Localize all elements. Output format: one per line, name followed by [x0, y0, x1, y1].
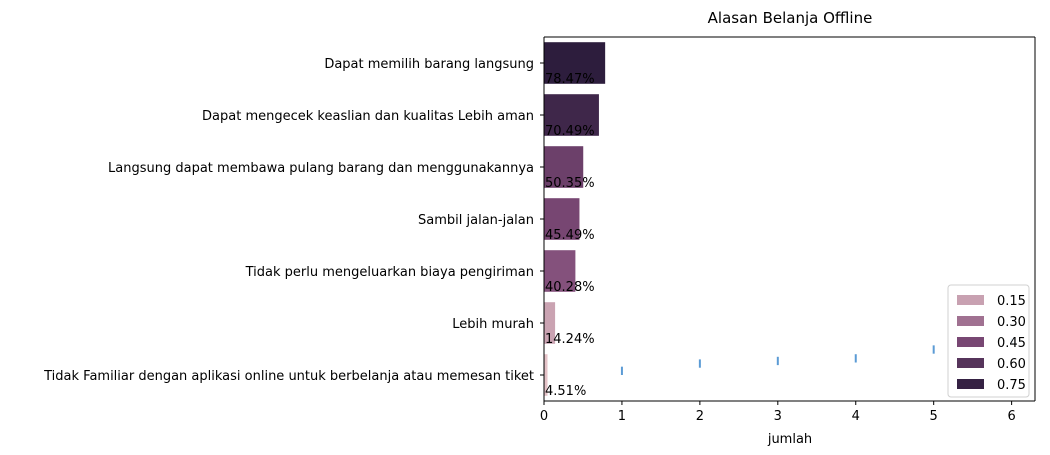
x-tick-label: 1 [618, 409, 626, 424]
y-tick-label: Sambil jalan-jalan [418, 213, 534, 228]
x-tick-label: 5 [930, 409, 938, 424]
data-label: 4.51% [545, 384, 586, 399]
y-tick-label: Langsung dapat membawa pulang barang dan… [108, 161, 534, 176]
x-tick-label: 4 [852, 409, 860, 424]
y-tick-label: Tidak Familiar dengan aplikasi online un… [43, 369, 534, 384]
y-tick-label: Dapat mengecek keaslian dan kualitas Leb… [202, 109, 534, 124]
bar [544, 302, 556, 344]
legend-frame [947, 284, 1030, 398]
legend-swatch [957, 316, 984, 326]
bar [544, 354, 548, 396]
legend-label: 0.60 [997, 357, 1026, 372]
y-tick-label: Dapat memilih barang langsung [324, 57, 534, 72]
x-tick-label: 0 [540, 409, 548, 424]
legend: 0.15 0.30 0.45 0.60 0.75 [947, 284, 1030, 398]
legend-swatch [957, 337, 984, 347]
bar [544, 42, 606, 84]
legend-swatch [957, 295, 984, 305]
data-label: 50.35% [545, 176, 595, 191]
legend-label: 0.45 [997, 336, 1026, 351]
bar [544, 198, 580, 240]
legend-label: 0.15 [997, 294, 1026, 309]
x-tick-label: 3 [774, 409, 782, 424]
legend-label: 0.75 [997, 378, 1026, 393]
data-label: 40.28% [545, 280, 595, 295]
bar [544, 146, 584, 188]
chart-title: Alasan Belanja Offline [708, 9, 873, 27]
data-label: 78.47% [545, 72, 595, 87]
x-axis-label: jumlah [767, 432, 812, 447]
legend-swatch [957, 358, 984, 368]
data-label: 70.49% [545, 124, 595, 139]
x-tick-label: 2 [696, 409, 704, 424]
bar [544, 94, 599, 136]
y-tick-label: Tidak perlu mengeluarkan biaya pengirima… [245, 265, 534, 280]
data-label: 45.49% [545, 228, 595, 243]
bar [544, 250, 576, 292]
data-label: 14.24% [545, 332, 595, 347]
legend-swatch [957, 379, 984, 389]
y-tick-label: Lebih murah [452, 317, 534, 332]
x-tick-label: 6 [1007, 409, 1015, 424]
legend-label: 0.30 [997, 315, 1026, 330]
plot-area: Dapat memilih barang langsung 78.47% Dapat… [43, 36, 1036, 424]
